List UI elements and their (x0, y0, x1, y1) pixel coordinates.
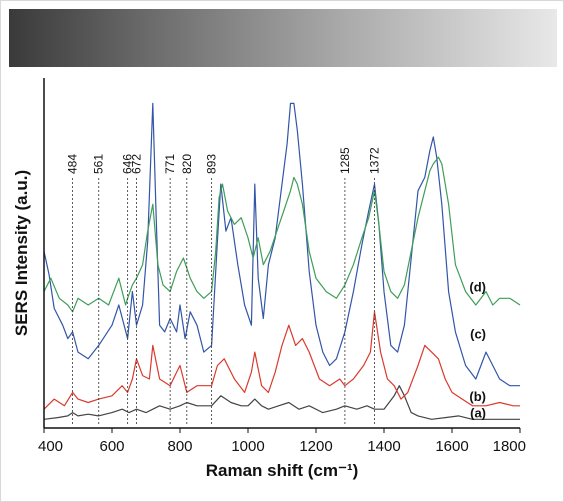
series-labels: (a) (b) (c) (d) (469, 280, 486, 421)
x-tick-label-0: 400 (38, 438, 63, 455)
x-tick-label-2: 800 (167, 438, 192, 455)
series-line-3 (43, 156, 521, 313)
y-axis-label: SERS Intensity (a.u.) (12, 170, 31, 336)
x-tick-labels: 400 600 800 1000 1200 1400 1600 1800 (38, 428, 526, 455)
x-tick-label-6: 1600 (435, 438, 468, 455)
x-tick-label-4: 1200 (299, 438, 332, 455)
series-label-2: (c) (470, 327, 486, 342)
peak-label-5: 820 (180, 154, 194, 174)
series-layer (43, 102, 521, 420)
series-line-1 (43, 311, 520, 410)
peak-label-0: 484 (66, 154, 80, 174)
series-label-3: (d) (469, 280, 486, 295)
x-tick-label-3: 1000 (231, 438, 264, 455)
series-line-0 (43, 385, 520, 420)
axes (43, 78, 520, 429)
peak-label-7: 1285 (338, 147, 352, 174)
peak-label-3: 672 (130, 154, 144, 174)
x-axis-label: Raman shift (cm⁻¹) (206, 461, 359, 480)
peak-label-2: 646 (121, 154, 135, 174)
header-gradient-bar (9, 9, 557, 67)
x-tick-label-5: 1400 (367, 438, 400, 455)
series-label-0: (a) (470, 406, 486, 421)
x-tick-label-7: 1800 (493, 438, 526, 455)
peak-label-1: 561 (92, 154, 106, 174)
x-tick-label-1: 600 (99, 438, 124, 455)
peak-label-8: 1372 (368, 147, 382, 174)
series-line-2 (43, 102, 520, 387)
peak-label-6: 893 (205, 154, 219, 174)
peak-label-4: 771 (163, 154, 177, 174)
series-label-1: (b) (469, 389, 486, 404)
